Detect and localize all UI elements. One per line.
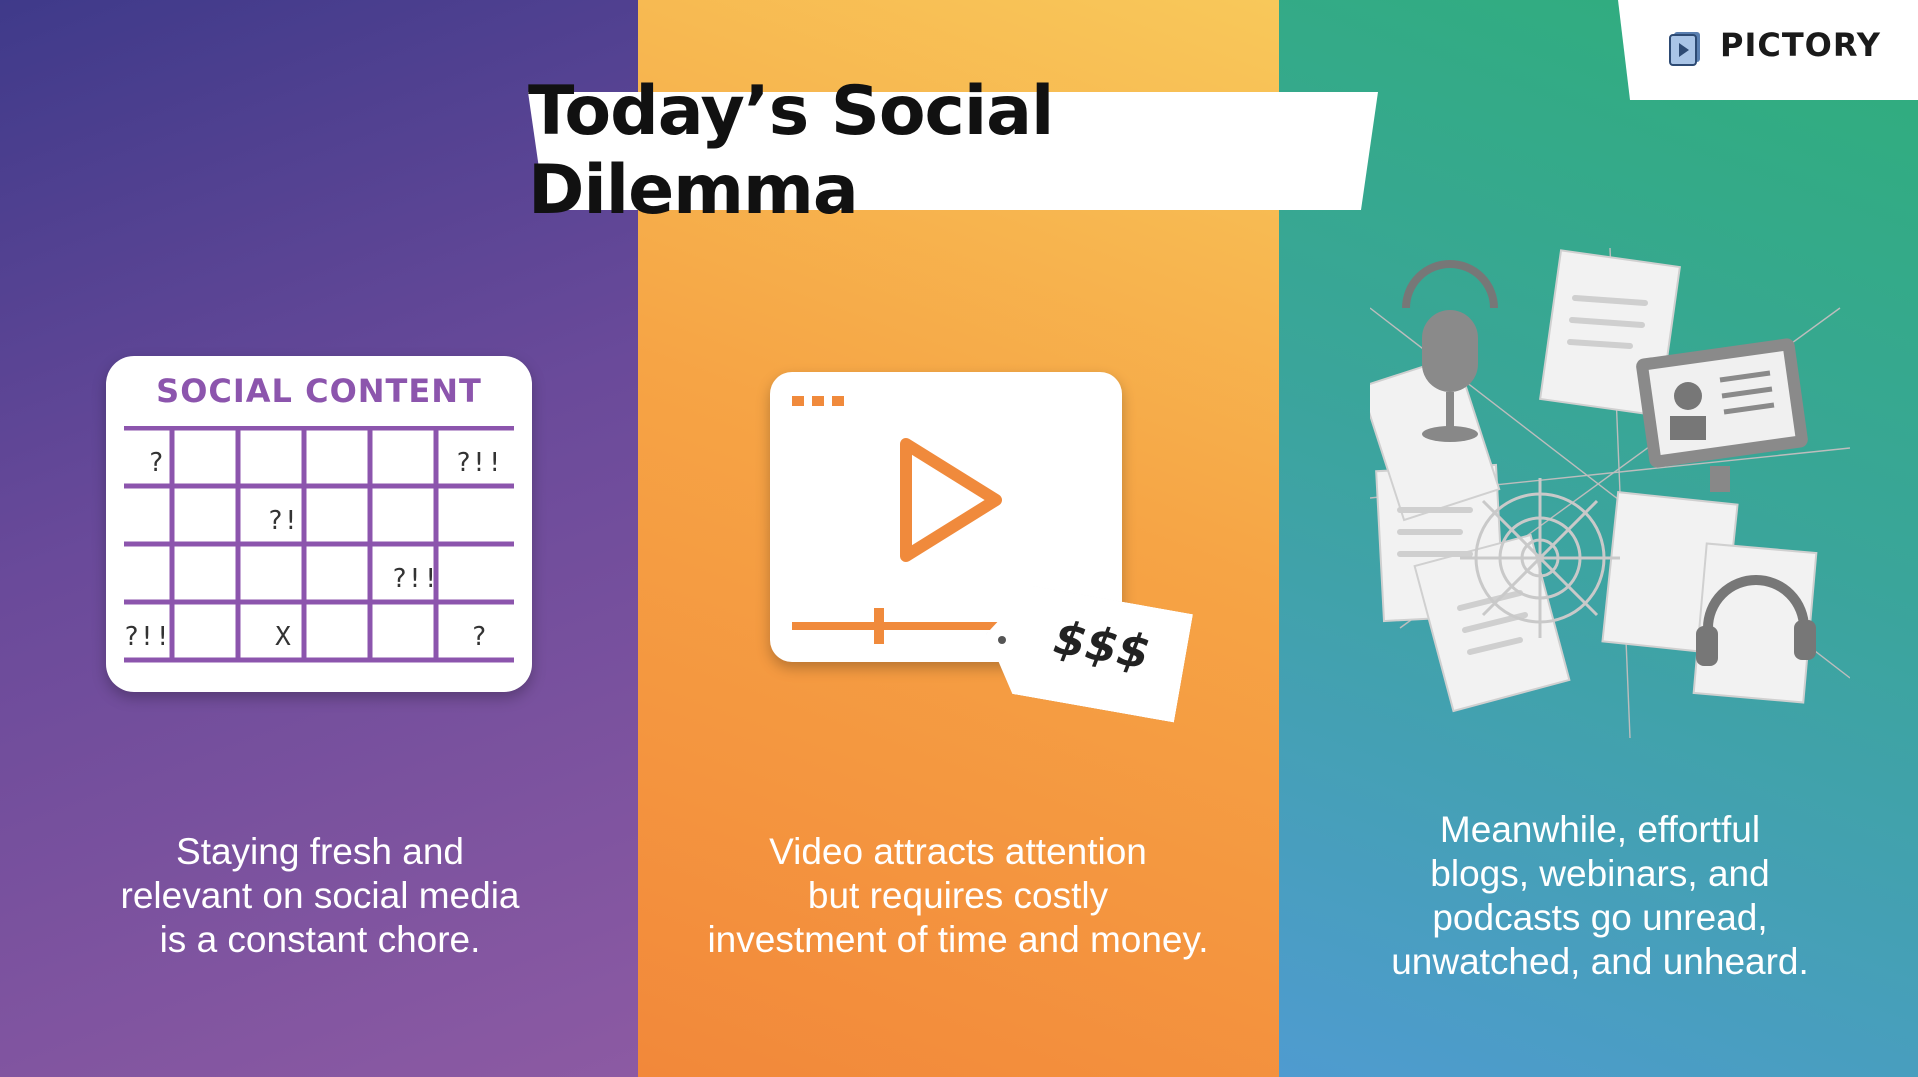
caption-line: is a constant chore. — [159, 919, 481, 960]
caption-line: Meanwhile, effortful — [1439, 809, 1761, 850]
cobweb-icon — [1460, 478, 1620, 638]
calendar-cell-mark: ?!! — [123, 622, 171, 652]
caption-line: Staying fresh and — [176, 831, 464, 872]
social-content-calendar: SOCIAL CONTENT ? ?!! ?! ?!! ?!! X ? — [106, 356, 532, 692]
caption-line: investment of time and money. — [707, 919, 1209, 960]
play-icon — [900, 438, 1002, 562]
calendar-cell-mark: ? — [148, 448, 164, 478]
calendar-cell-mark: ?!! — [391, 564, 439, 594]
brand-logo-box — [1618, 0, 1918, 100]
caption-line: but requires costly — [807, 875, 1109, 916]
calendar-cell-mark: ? — [471, 622, 487, 652]
caption-line: podcasts go unread, — [1432, 897, 1768, 938]
pictory-logo-icon — [1669, 32, 1700, 66]
title-banner — [528, 92, 1378, 210]
calendar-grid — [124, 426, 514, 663]
price-tag-hole-icon — [998, 636, 1006, 644]
caption-unread-content: Meanwhile, effortful blogs, webinars, an… — [1320, 808, 1880, 984]
calendar-heading: SOCIAL CONTENT — [156, 372, 482, 410]
abandoned-content-web-icon — [1370, 248, 1850, 738]
caption-line: unwatched, and unheard. — [1391, 941, 1809, 982]
microphone-icon — [1402, 260, 1498, 442]
caption-line: Video attracts attention — [769, 831, 1147, 872]
calendar-cell-mark: ?! — [267, 506, 299, 536]
caption-video-cost: Video attracts attention but requires co… — [678, 830, 1238, 962]
caption-social-content: Staying fresh and relevant on social med… — [60, 830, 580, 962]
calendar-cell-mark: ?!! — [455, 448, 503, 478]
progress-handle — [874, 608, 884, 644]
headphones-icon — [1696, 575, 1816, 666]
webinar-monitor-icon — [1636, 338, 1808, 492]
page-title: Today’s Social Dilemma — [528, 72, 1054, 230]
calendar-cell-mark: X — [275, 622, 291, 652]
brand-name: PICTORY — [1720, 26, 1881, 64]
caption-line: blogs, webinars, and — [1430, 853, 1770, 894]
caption-line: relevant on social media — [120, 875, 520, 916]
